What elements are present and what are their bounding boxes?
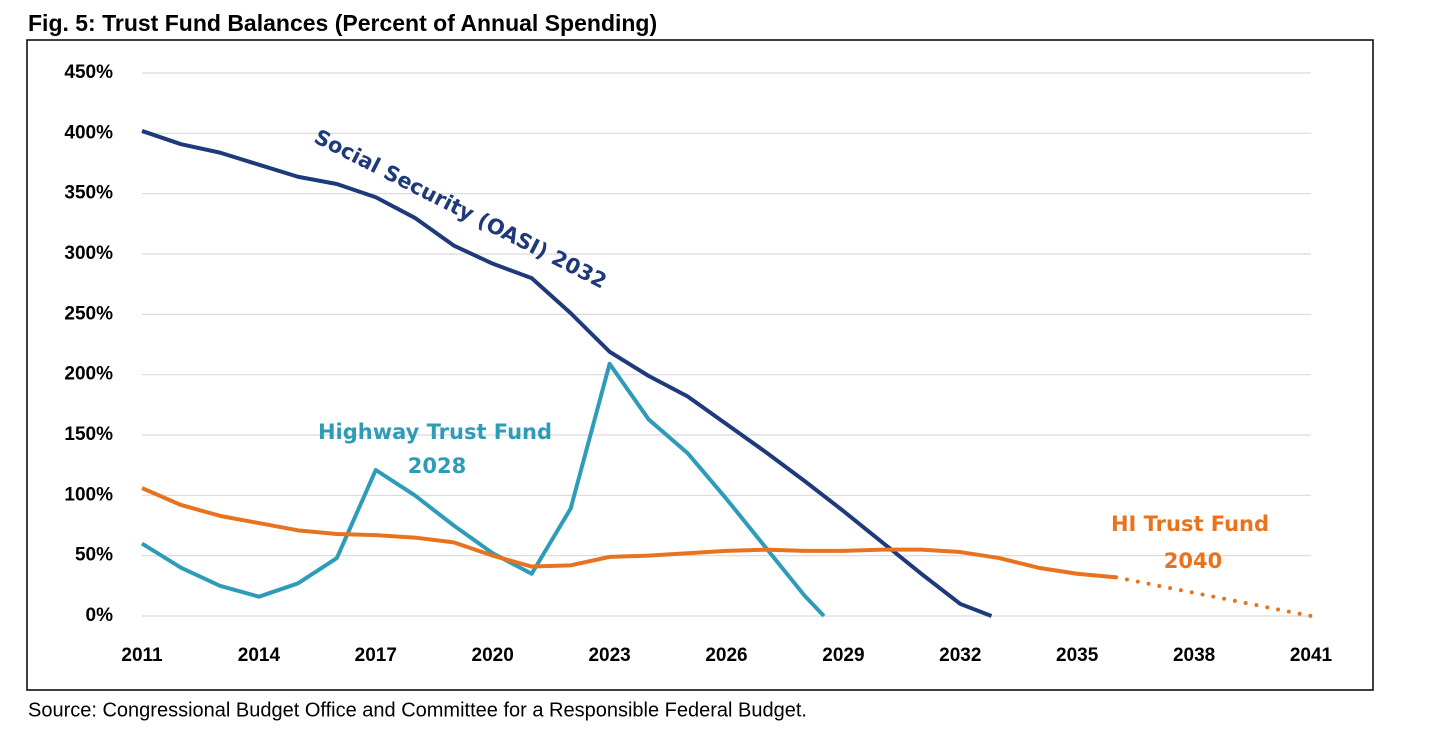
x-tick-label: 2020 (472, 645, 514, 666)
x-tick-label: 2023 (588, 645, 630, 666)
y-tick-label: 200% (64, 364, 113, 385)
chart-frame (26, 39, 1374, 691)
y-tick-label: 450% (64, 62, 113, 83)
y-tick-label: 300% (64, 243, 113, 264)
x-tick-label: 2017 (355, 645, 397, 666)
series-line (141, 486, 1117, 580)
series-line (141, 129, 993, 618)
series-annotation: Social Security (OASI) 2032 (310, 125, 610, 294)
y-tick-label: 0% (86, 605, 114, 626)
y-tick-label: 350% (64, 183, 113, 204)
y-tick-label: 250% (64, 303, 113, 324)
y-tick-label: 100% (64, 484, 113, 505)
x-tick-label: 2029 (822, 645, 864, 666)
x-tick-label: 2014 (238, 645, 281, 666)
x-tick-label: 2035 (1056, 645, 1099, 666)
y-tick-label: 400% (64, 122, 113, 143)
x-tick-label: 2032 (939, 645, 981, 666)
series-line (140, 361, 826, 618)
y-tick-label: 50% (75, 545, 113, 566)
series-annotation: HI Trust Fund (1111, 512, 1269, 536)
x-tick-label: 2038 (1173, 645, 1215, 666)
x-tick-label: 2026 (705, 645, 747, 666)
series-annotation: Highway Trust Fund (318, 420, 552, 444)
series-annotation: 2028 (408, 454, 466, 478)
source-note: Source: Congressional Budget Office and … (28, 699, 807, 721)
series-annotation: 2040 (1164, 549, 1222, 573)
chart-title: Fig. 5: Trust Fund Balances (Percent of … (28, 10, 657, 36)
projection-line (1114, 575, 1313, 618)
x-tick-label: 2041 (1290, 645, 1333, 666)
x-tick-label: 2011 (121, 645, 163, 666)
y-tick-label: 150% (64, 424, 113, 445)
